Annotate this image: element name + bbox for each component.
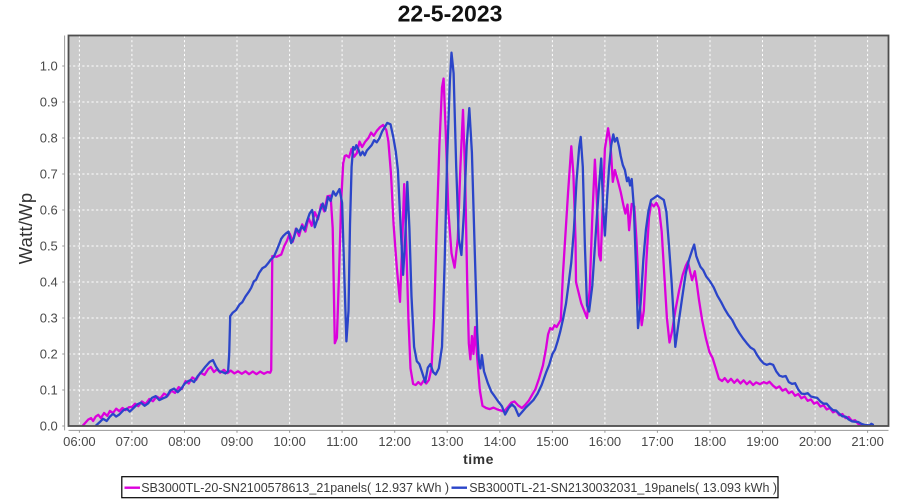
svg-text:17:00: 17:00 — [641, 434, 674, 449]
svg-text:0.4: 0.4 — [40, 275, 58, 290]
svg-text:15:00: 15:00 — [536, 434, 569, 449]
svg-text:0.2: 0.2 — [40, 347, 58, 362]
svg-text:1.0: 1.0 — [40, 59, 58, 74]
svg-text:0.3: 0.3 — [40, 311, 58, 326]
svg-text:10:00: 10:00 — [273, 434, 306, 449]
svg-text:22-5-2023: 22-5-2023 — [398, 1, 503, 27]
svg-text:11:00: 11:00 — [326, 434, 358, 449]
svg-text:09:00: 09:00 — [221, 434, 254, 449]
svg-text:0.9: 0.9 — [40, 95, 58, 110]
svg-text:0.5: 0.5 — [40, 239, 58, 254]
svg-text:12:00: 12:00 — [378, 434, 411, 449]
svg-text:0.6: 0.6 — [40, 203, 58, 218]
svg-text:19:00: 19:00 — [746, 434, 779, 449]
svg-text:0.8: 0.8 — [40, 131, 58, 146]
svg-text:SB3000TL-20-SN2100578613_21pan: SB3000TL-20-SN2100578613_21panels( 12.93… — [141, 481, 449, 495]
svg-text:SB3000TL-21-SN2130032031_19pan: SB3000TL-21-SN2130032031_19panels( 13.09… — [469, 481, 777, 495]
svg-text:07:00: 07:00 — [116, 434, 149, 449]
svg-text:0.0: 0.0 — [40, 419, 58, 434]
svg-text:18:00: 18:00 — [694, 434, 727, 449]
svg-text:0.1: 0.1 — [40, 383, 58, 398]
svg-text:14:00: 14:00 — [484, 434, 517, 449]
svg-text:08:00: 08:00 — [168, 434, 201, 449]
svg-text:0.7: 0.7 — [40, 167, 58, 182]
svg-text:16:00: 16:00 — [589, 434, 622, 449]
svg-text:20:00: 20:00 — [799, 434, 832, 449]
svg-text:13:00: 13:00 — [431, 434, 464, 449]
svg-text:21:00: 21:00 — [851, 434, 884, 449]
svg-text:Watt/Wp: Watt/Wp — [15, 193, 36, 265]
svg-text:time: time — [463, 451, 494, 467]
svg-text:06:00: 06:00 — [63, 434, 96, 449]
